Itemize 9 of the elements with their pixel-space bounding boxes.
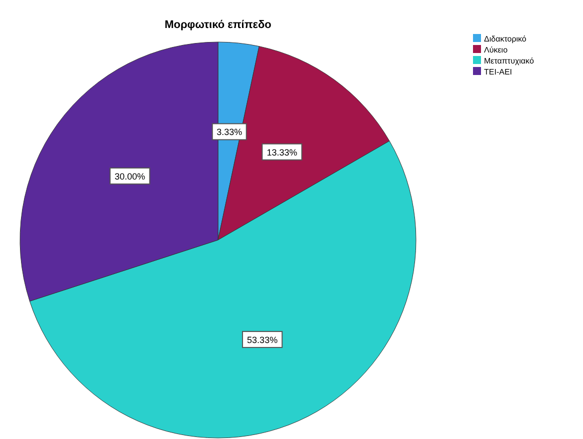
legend-label: Διδακτορικό <box>484 34 527 44</box>
chart-title: Μορφωτικό επίπεδο <box>164 19 272 31</box>
data-label: 13.33% <box>266 147 298 158</box>
data-label: 53.33% <box>247 334 278 345</box>
legend-label: Λύκειο <box>484 46 508 54</box>
data-label: 30.00% <box>114 172 146 182</box>
legend-label: Μεταπτυχιακό <box>484 56 534 66</box>
data-label: 3.33% <box>216 127 242 138</box>
legend-label: ΤΕΙ-ΑΕΙ <box>484 68 512 76</box>
